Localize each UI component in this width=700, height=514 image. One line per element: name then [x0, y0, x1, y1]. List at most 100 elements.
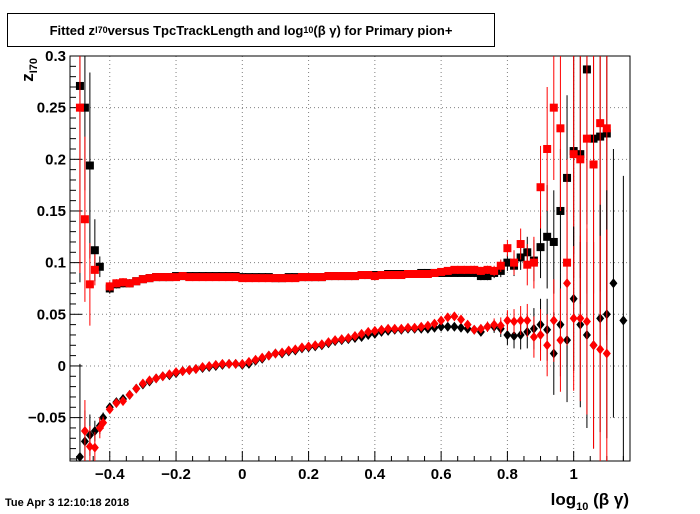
x-tick-label-1: −0.2	[161, 466, 191, 483]
data-point-diamond	[437, 315, 446, 326]
data-point-diamond	[271, 348, 280, 359]
data-point-diamond	[238, 358, 247, 369]
x-tick-label-5: 0.6	[431, 466, 452, 483]
data-point-diamond	[311, 340, 320, 351]
y-tick-label-6: 0.25	[37, 100, 66, 117]
data-point-diamond	[132, 383, 141, 394]
data-point-diamond	[211, 359, 220, 370]
data-point-square	[596, 119, 605, 128]
data-point-diamond	[510, 316, 519, 327]
data-point-diamond	[582, 316, 591, 327]
data-point-diamond	[510, 330, 519, 341]
data-point-square	[112, 279, 121, 288]
data-point-diamond	[417, 321, 426, 332]
data-point-square	[75, 103, 84, 112]
chart-title-box: Fitted z I70 versus TpcTrackLength and lo…	[7, 13, 495, 47]
data-point-diamond	[85, 441, 94, 452]
data-point-diamond	[602, 348, 611, 359]
data-point-square	[536, 183, 545, 192]
data-point-diamond	[337, 334, 346, 345]
data-point-diamond	[450, 311, 459, 322]
data-point-diamond	[191, 364, 200, 375]
data-point-square	[463, 265, 472, 274]
data-point-square	[211, 273, 220, 282]
data-point-square	[510, 258, 519, 267]
data-point-square	[90, 265, 99, 274]
data-point-diamond	[80, 426, 89, 437]
data-point-diamond	[457, 322, 466, 333]
data-point-diamond	[297, 342, 306, 353]
data-point-diamond	[437, 321, 446, 332]
data-point-square	[238, 274, 247, 283]
data-point-diamond	[543, 340, 552, 351]
data-point-square	[397, 271, 406, 280]
data-point-square	[516, 240, 525, 249]
data-point-diamond	[218, 358, 227, 369]
data-point-square	[430, 268, 439, 277]
data-point-square	[284, 274, 293, 283]
data-point-diamond	[397, 323, 406, 334]
data-point-square	[423, 269, 432, 278]
data-point-diamond	[138, 378, 147, 389]
x-tick-label-6: 0.8	[497, 466, 518, 483]
data-point-square	[271, 274, 280, 283]
data-point-diamond	[119, 396, 128, 407]
data-point-square	[496, 261, 505, 270]
title-pre: Fitted z	[49, 22, 96, 38]
data-point-diamond	[145, 375, 154, 386]
data-point-square	[317, 273, 326, 282]
data-point-square	[549, 237, 558, 246]
data-point-square	[483, 265, 492, 274]
x-tick-label-7: 1	[569, 466, 577, 483]
data-point-diamond	[264, 350, 273, 361]
data-point-square	[138, 275, 147, 284]
data-point-diamond	[198, 361, 207, 372]
data-point-square	[370, 272, 379, 281]
data-point-diamond	[450, 321, 459, 332]
data-point-square	[264, 274, 273, 283]
data-point-diamond	[470, 324, 479, 335]
data-point-square	[80, 215, 89, 224]
data-point-square	[278, 274, 287, 283]
data-point-square	[125, 279, 134, 288]
data-point-diamond	[278, 347, 287, 358]
data-point-diamond	[178, 366, 187, 377]
data-point-square	[172, 273, 181, 282]
data-point-square	[105, 282, 114, 291]
data-point-diamond	[384, 323, 393, 334]
y-tick-label-4: 0.15	[37, 203, 66, 220]
data-point-square	[85, 280, 94, 289]
data-point-diamond	[390, 323, 399, 334]
timestamp: Tue Apr 3 12:10:18 2018	[5, 497, 130, 509]
data-point-square	[165, 273, 174, 282]
data-point-square	[178, 272, 187, 281]
data-point-diamond	[483, 321, 492, 332]
data-point-square	[357, 271, 366, 280]
data-point-diamond	[596, 344, 605, 355]
data-point-diamond	[430, 318, 439, 329]
data-point-square	[244, 274, 253, 283]
data-point-square	[536, 243, 545, 252]
data-point-square	[450, 265, 459, 274]
data-point-square	[476, 272, 485, 281]
data-point-diamond	[331, 335, 340, 346]
data-point-diamond	[350, 330, 359, 341]
data-point-square	[297, 273, 306, 282]
plot-frame	[69, 55, 631, 462]
data-point-square	[543, 232, 552, 241]
data-point-diamond	[457, 314, 466, 325]
data-point-diamond	[529, 332, 538, 343]
y-axis-label: zI70	[18, 58, 40, 82]
data-point-square	[410, 269, 419, 278]
data-point-square	[231, 273, 240, 282]
data-point-square	[218, 273, 227, 282]
data-point-square	[476, 266, 485, 275]
data-point-diamond	[556, 335, 565, 346]
data-point-square	[350, 272, 359, 281]
data-point-diamond	[443, 321, 452, 332]
data-point-diamond	[503, 315, 512, 326]
data-point-diamond	[403, 322, 412, 333]
data-point-diamond	[75, 451, 84, 462]
x-tick-label-3: 0.2	[298, 466, 319, 483]
